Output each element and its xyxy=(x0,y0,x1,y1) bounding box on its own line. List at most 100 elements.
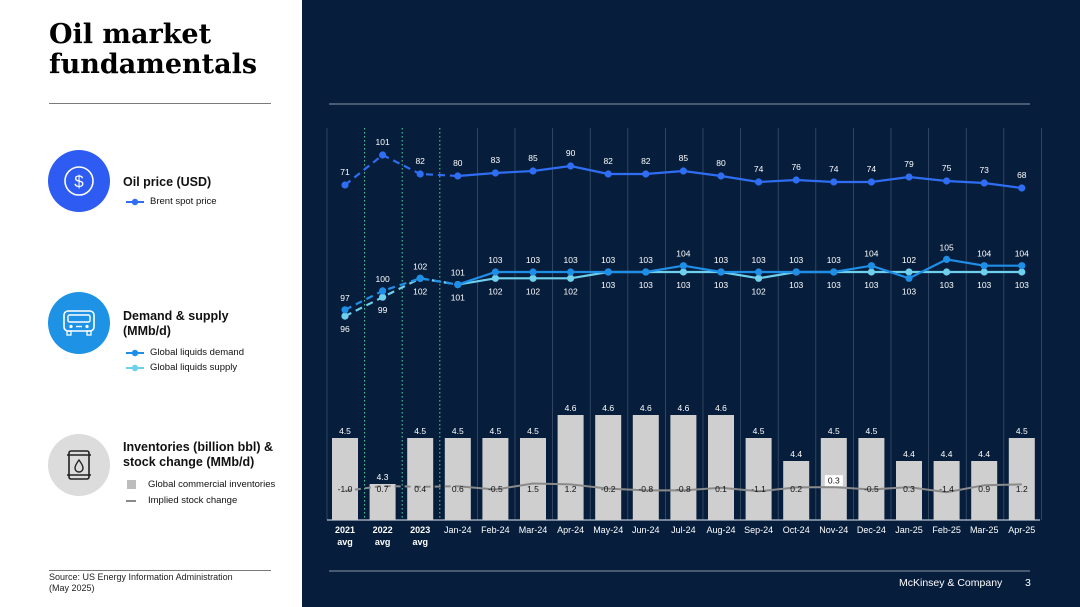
brent-point xyxy=(529,167,537,175)
brent-point xyxy=(341,181,349,189)
inventory-bar xyxy=(745,438,772,520)
stock-change-label: -1.1 xyxy=(751,484,766,494)
stock-change-label: 1.5 xyxy=(527,484,539,494)
title-divider xyxy=(49,103,271,104)
brent-label: 83 xyxy=(491,155,501,165)
demand-point xyxy=(905,274,913,282)
demand-point xyxy=(717,268,725,276)
x-tick-label: Jan-24 xyxy=(444,525,472,535)
inventory-label: 4.6 xyxy=(715,403,727,413)
inventory-section-title: Inventories (billion bbl) & stock change… xyxy=(123,440,273,470)
inventory-label: 4.3 xyxy=(377,472,389,482)
stock-change-label: -0.5 xyxy=(488,484,503,494)
supply-point xyxy=(1018,268,1026,276)
supply-point xyxy=(905,268,913,276)
dollar-icon: $ xyxy=(48,150,110,212)
x-tick-label: May-24 xyxy=(593,525,623,535)
supply-label: 102 xyxy=(526,286,540,296)
demand-label: 97 xyxy=(340,293,350,303)
supply-label: 102 xyxy=(488,286,502,296)
brent-point xyxy=(792,176,800,184)
supply-legend-marker xyxy=(126,364,144,371)
demand-point xyxy=(567,268,575,276)
brent-point xyxy=(980,179,988,187)
svg-text:$: $ xyxy=(74,172,84,191)
demand-point xyxy=(379,287,387,295)
demand-point xyxy=(604,268,612,276)
source-note: Source: US Energy Information Administra… xyxy=(49,572,269,594)
supply-label: 103 xyxy=(827,280,841,290)
x-tick-label: Sep-24 xyxy=(744,525,773,535)
inventory-label: 4.5 xyxy=(865,426,877,436)
x-tick-label: Feb-24 xyxy=(481,525,510,535)
x-tick-label: Apr-24 xyxy=(557,525,584,535)
demand-point xyxy=(679,262,687,270)
brent-label: 79 xyxy=(904,159,914,169)
demand-label: 103 xyxy=(639,255,653,265)
stock-change-label: 0.7 xyxy=(377,484,389,494)
demand-label: 105 xyxy=(940,242,954,252)
brent-label: 75 xyxy=(942,163,952,173)
inventory-bar xyxy=(369,484,396,520)
stock-change-label: 1.2 xyxy=(1016,484,1028,494)
inventory-label: 4.6 xyxy=(640,403,652,413)
demand-point xyxy=(755,268,763,276)
brent-label: 68 xyxy=(1017,170,1027,180)
brent-label: 80 xyxy=(716,158,726,168)
inventory-bar xyxy=(444,438,471,520)
x-tick-label-sub: avg xyxy=(375,537,391,547)
demand-point xyxy=(980,262,988,270)
brent-point xyxy=(416,170,424,178)
supply-label: 102 xyxy=(564,286,578,296)
demand-label: 102 xyxy=(902,255,916,265)
demand-point xyxy=(529,268,537,276)
inventory-bar xyxy=(708,415,734,520)
supply-label: 103 xyxy=(940,280,954,290)
supply-point xyxy=(529,274,537,282)
supply-label: 103 xyxy=(639,280,653,290)
brent-point xyxy=(679,167,687,175)
inventory-bar xyxy=(632,415,659,520)
source-line2: (May 2025) xyxy=(49,583,95,593)
brent-point xyxy=(1018,184,1026,192)
brent-point xyxy=(943,177,951,185)
stock-change-label: 0.2 xyxy=(790,484,802,494)
demand-label: 104 xyxy=(676,249,690,259)
supply-point xyxy=(943,268,951,276)
demand-label: 101 xyxy=(451,268,465,278)
legend-brent: Brent spot price xyxy=(126,196,217,207)
x-tick-label: Jan-25 xyxy=(895,525,923,535)
oil-market-chart: 4.5 4.3 4.5 4.5 4.5 4.5 4.6 4.6 4.6 4.6 4.6 4.5 4.4 4… xyxy=(326,103,1042,572)
inventory-label: 4.6 xyxy=(565,403,577,413)
x-tick-label: Aug-24 xyxy=(706,525,735,535)
brent-point xyxy=(491,169,499,177)
stock-legend-marker xyxy=(126,499,136,502)
inventory-label: 4.5 xyxy=(414,426,426,436)
demand-label: 103 xyxy=(488,255,502,265)
legend-demand-label: Global liquids demand xyxy=(150,347,245,358)
demand-point xyxy=(642,268,650,276)
demand-title-line1: Demand & supply xyxy=(123,309,229,323)
brent-point xyxy=(604,170,612,178)
x-tick-label: Oct-24 xyxy=(783,525,810,535)
demand-label: 102 xyxy=(413,261,427,271)
demand-point xyxy=(341,306,349,314)
inventory-bar xyxy=(896,461,922,520)
x-tick-label: 2021 xyxy=(335,525,355,535)
supply-point xyxy=(755,274,763,282)
inventory-label: 4.4 xyxy=(903,449,915,459)
inventory-bar xyxy=(332,438,358,520)
supply-label: 102 xyxy=(752,286,766,296)
source-line1: Source: US Energy Information Administra… xyxy=(49,572,233,582)
demand-label: 100 xyxy=(376,274,390,284)
stock-change-label: 0.3 xyxy=(903,484,915,494)
demand-point xyxy=(1018,262,1026,270)
demand-point xyxy=(830,268,838,276)
brent-label: 85 xyxy=(528,153,538,163)
inventory-label: 4.5 xyxy=(527,426,539,436)
supply-point xyxy=(679,268,687,276)
stock-label-bg xyxy=(824,475,843,487)
supply-label: 99 xyxy=(378,305,388,315)
brent-point xyxy=(717,172,725,180)
inventory-title-line1: Inventories (billion bbl) & xyxy=(123,440,273,454)
